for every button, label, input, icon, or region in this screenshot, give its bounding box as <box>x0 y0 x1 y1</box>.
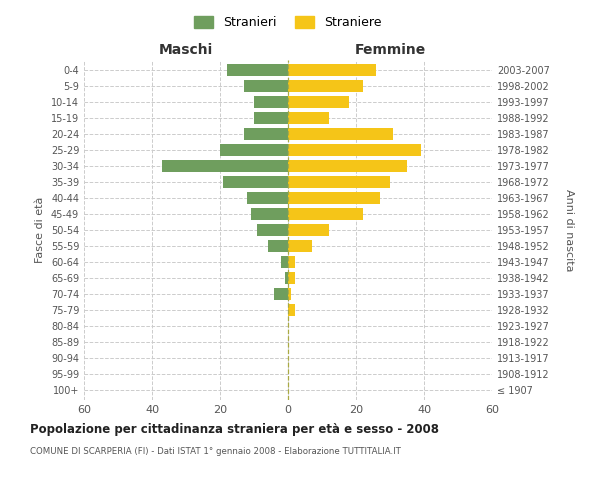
Bar <box>244 80 288 92</box>
Bar <box>288 208 363 220</box>
Bar <box>223 176 288 188</box>
Bar <box>247 192 288 204</box>
Bar <box>288 112 329 124</box>
Bar <box>220 144 288 156</box>
Bar <box>288 288 292 300</box>
Bar <box>281 256 288 268</box>
Bar <box>288 64 376 76</box>
Bar <box>274 288 288 300</box>
Bar <box>288 224 329 236</box>
Legend: Stranieri, Straniere: Stranieri, Straniere <box>190 11 386 34</box>
Text: Popolazione per cittadinanza straniera per età e sesso - 2008: Popolazione per cittadinanza straniera p… <box>30 422 439 436</box>
Bar <box>288 304 295 316</box>
Text: COMUNE DI SCARPERIA (FI) - Dati ISTAT 1° gennaio 2008 - Elaborazione TUTTITALIA.: COMUNE DI SCARPERIA (FI) - Dati ISTAT 1°… <box>30 448 401 456</box>
Bar <box>244 128 288 140</box>
Bar <box>251 208 288 220</box>
Bar <box>227 64 288 76</box>
Y-axis label: Fasce di età: Fasce di età <box>35 197 45 263</box>
Bar <box>254 112 288 124</box>
Bar <box>288 272 295 284</box>
Bar <box>284 272 288 284</box>
Bar <box>288 240 312 252</box>
Bar <box>257 224 288 236</box>
Text: Maschi: Maschi <box>159 43 213 57</box>
Bar <box>162 160 288 172</box>
Bar <box>268 240 288 252</box>
Bar <box>288 80 363 92</box>
Bar <box>288 256 295 268</box>
Bar <box>254 96 288 108</box>
Bar <box>288 160 407 172</box>
Bar <box>288 144 421 156</box>
Bar <box>288 176 390 188</box>
Y-axis label: Anni di nascita: Anni di nascita <box>563 188 574 271</box>
Bar <box>288 128 394 140</box>
Text: Femmine: Femmine <box>355 43 425 57</box>
Bar <box>288 192 380 204</box>
Bar <box>288 96 349 108</box>
